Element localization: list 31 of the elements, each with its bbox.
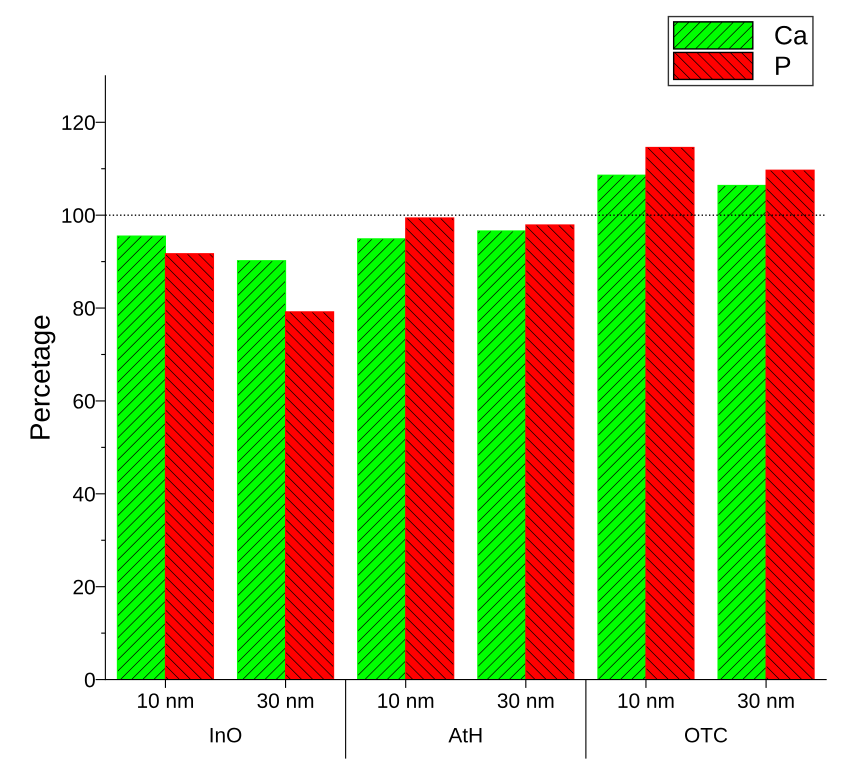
x-tick-label: 10 nm [618, 693, 674, 708]
text: AtH [448, 728, 482, 742]
x-tick-label: 10 nm [378, 693, 434, 708]
y-axis-title: Percetage [30, 316, 56, 439]
y-tick-label: 80 [73, 301, 95, 316]
bar [405, 217, 454, 680]
bar [164, 253, 214, 680]
y-tick-label: 120 [62, 115, 95, 130]
x-tick-label: 10 nm [138, 693, 194, 708]
x-tick-label: 30 nm [738, 693, 794, 708]
legend-label: Ca [775, 26, 808, 45]
bar [717, 184, 767, 680]
bar [236, 260, 286, 680]
bar [116, 236, 166, 680]
bar [766, 170, 815, 680]
y-tick-label: 0 [84, 672, 95, 688]
text: InO [210, 728, 242, 743]
y-tick-label: 60 [74, 394, 95, 409]
bar [357, 238, 406, 680]
x-tick-label: 30 nm [498, 693, 554, 708]
bar [597, 174, 647, 680]
y-tick-label: 40 [72, 486, 95, 502]
bar [285, 311, 334, 680]
x-tick-label: 30 nm [257, 693, 314, 708]
y-tick-label: 100 [62, 208, 95, 223]
legend-label: P [776, 56, 790, 75]
bar [645, 146, 695, 680]
bar [525, 224, 574, 680]
bar [477, 230, 526, 680]
text: OTC [685, 728, 728, 743]
y-tick-label: 20 [74, 580, 95, 594]
